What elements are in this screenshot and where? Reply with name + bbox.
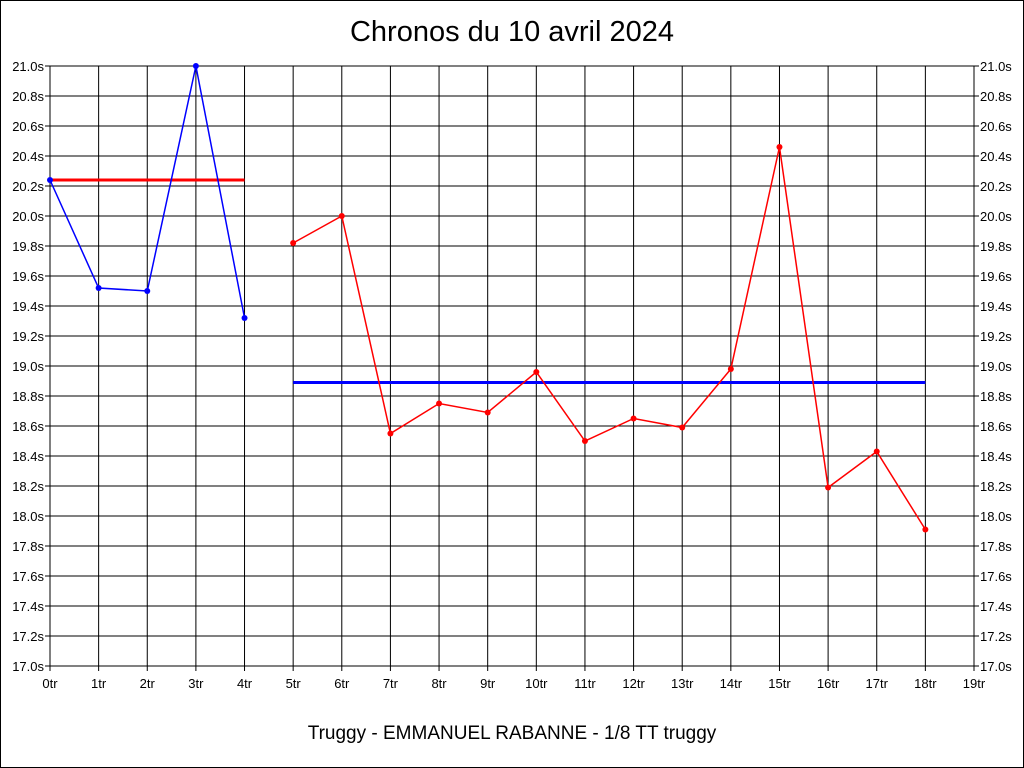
y-tick-label-right: 17.4s xyxy=(980,599,1012,614)
y-tick-label-left: 19.8s xyxy=(12,239,44,254)
data-point xyxy=(825,484,832,491)
y-tick-label-right: 19.4s xyxy=(980,299,1012,314)
data-point xyxy=(533,369,540,375)
y-tick-label-left: 20.2s xyxy=(12,179,44,194)
y-tick-label-left: 19.4s xyxy=(12,299,44,314)
y-tick-label-left: 20.8s xyxy=(12,89,44,104)
x-tick-label: 18tr xyxy=(914,676,937,691)
x-tick-label: 14tr xyxy=(720,676,743,691)
x-tick-label: 9tr xyxy=(480,676,496,691)
data-point xyxy=(95,285,102,291)
x-tick-label: 0tr xyxy=(42,676,58,691)
y-tick-label-right: 17.2s xyxy=(980,629,1012,644)
y-tick-label-right: 19.8s xyxy=(980,239,1012,254)
data-point xyxy=(387,430,394,437)
y-tick-label-left: 21.0s xyxy=(12,59,44,74)
y-tick-label-left: 19.6s xyxy=(12,269,44,284)
y-tick-label-left: 17.2s xyxy=(12,629,44,644)
y-tick-label-left: 19.0s xyxy=(12,359,44,374)
y-tick-label-left: 18.8s xyxy=(12,389,44,404)
data-point xyxy=(630,415,637,422)
chart-caption: Truggy - EMMANUEL RABANNE - 1/8 TT trugg… xyxy=(307,723,717,744)
x-tick-label: 12tr xyxy=(622,676,645,691)
y-tick-label-right: 17.8s xyxy=(980,539,1012,554)
data-point xyxy=(679,424,686,431)
data-point xyxy=(581,438,588,444)
x-tick-label: 10tr xyxy=(525,676,548,691)
y-tick-label-right: 18.4s xyxy=(980,449,1012,464)
y-tick-label-right: 20.0s xyxy=(980,209,1012,224)
y-tick-label-right: 20.2s xyxy=(980,179,1012,194)
y-tick-label-left: 20.0s xyxy=(12,209,44,224)
data-point xyxy=(290,240,297,246)
x-tick-label: 1tr xyxy=(91,676,107,691)
data-point xyxy=(436,400,443,407)
y-tick-label-left: 18.0s xyxy=(12,509,44,524)
data-point xyxy=(776,144,783,150)
x-tick-label: 7tr xyxy=(383,676,399,691)
y-tick-label-right: 21.0s xyxy=(980,59,1012,74)
y-tick-label-left: 19.2s xyxy=(12,329,44,344)
data-point xyxy=(873,448,880,455)
y-tick-label-right: 20.6s xyxy=(980,119,1012,134)
x-tick-label: 15tr xyxy=(768,676,791,691)
y-tick-label-right: 17.0s xyxy=(980,659,1012,674)
data-point xyxy=(47,177,53,183)
x-tick-label: 19tr xyxy=(963,676,986,691)
x-tick-label: 13tr xyxy=(671,676,694,691)
y-tick-label-left: 17.6s xyxy=(12,569,44,584)
data-point xyxy=(144,288,151,294)
y-tick-label-left: 17.8s xyxy=(12,539,44,554)
y-tick-label-right: 17.6s xyxy=(980,569,1012,584)
x-tick-label: 17tr xyxy=(866,676,889,691)
x-tick-label: 11tr xyxy=(574,676,596,691)
x-tick-label: 6tr xyxy=(334,676,350,691)
y-tick-label-right: 20.8s xyxy=(980,89,1012,104)
y-tick-label-left: 17.4s xyxy=(12,599,44,614)
y-tick-label-right: 18.0s xyxy=(980,509,1012,524)
chart-title: Chronos du 10 avril 2024 xyxy=(349,16,675,48)
data-point xyxy=(241,315,248,321)
data-point xyxy=(484,409,491,416)
y-tick-label-left: 18.2s xyxy=(12,479,44,494)
x-tick-label: 16tr xyxy=(817,676,840,691)
y-tick-label-right: 19.2s xyxy=(980,329,1012,344)
x-tick-label: 8tr xyxy=(431,676,447,691)
x-tick-label: 3tr xyxy=(188,676,204,691)
y-tick-label-right: 19.0s xyxy=(980,359,1012,374)
y-tick-label-left: 18.4s xyxy=(12,449,44,464)
y-tick-label-left: 20.4s xyxy=(12,149,44,164)
data-point xyxy=(338,213,345,219)
data-point xyxy=(922,526,929,533)
y-tick-label-right: 18.6s xyxy=(980,419,1012,434)
y-tick-label-right: 18.8s xyxy=(980,389,1012,404)
y-tick-label-left: 20.6s xyxy=(12,119,44,134)
data-point xyxy=(727,366,734,372)
series-line-1 xyxy=(292,146,927,530)
x-tick-label: 2tr xyxy=(140,676,156,691)
x-tick-label: 5tr xyxy=(286,676,302,691)
x-tick-label: 4tr xyxy=(237,676,253,691)
data-point xyxy=(192,63,199,69)
y-tick-label-right: 20.4s xyxy=(980,149,1012,164)
y-tick-label-left: 17.0s xyxy=(12,659,44,674)
y-tick-label-left: 18.6s xyxy=(12,419,44,434)
y-tick-label-right: 19.6s xyxy=(980,269,1012,284)
y-tick-label-right: 18.2s xyxy=(980,479,1012,494)
